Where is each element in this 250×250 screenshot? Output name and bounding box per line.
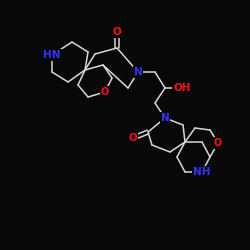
Text: NH: NH (193, 167, 211, 177)
Text: HN: HN (43, 50, 61, 60)
Text: O: O (112, 27, 122, 37)
Text: N: N (160, 113, 170, 123)
Text: O: O (128, 133, 138, 143)
Text: N: N (134, 67, 142, 77)
Text: O: O (101, 87, 109, 97)
Text: OH: OH (173, 83, 191, 93)
Text: O: O (214, 138, 222, 148)
